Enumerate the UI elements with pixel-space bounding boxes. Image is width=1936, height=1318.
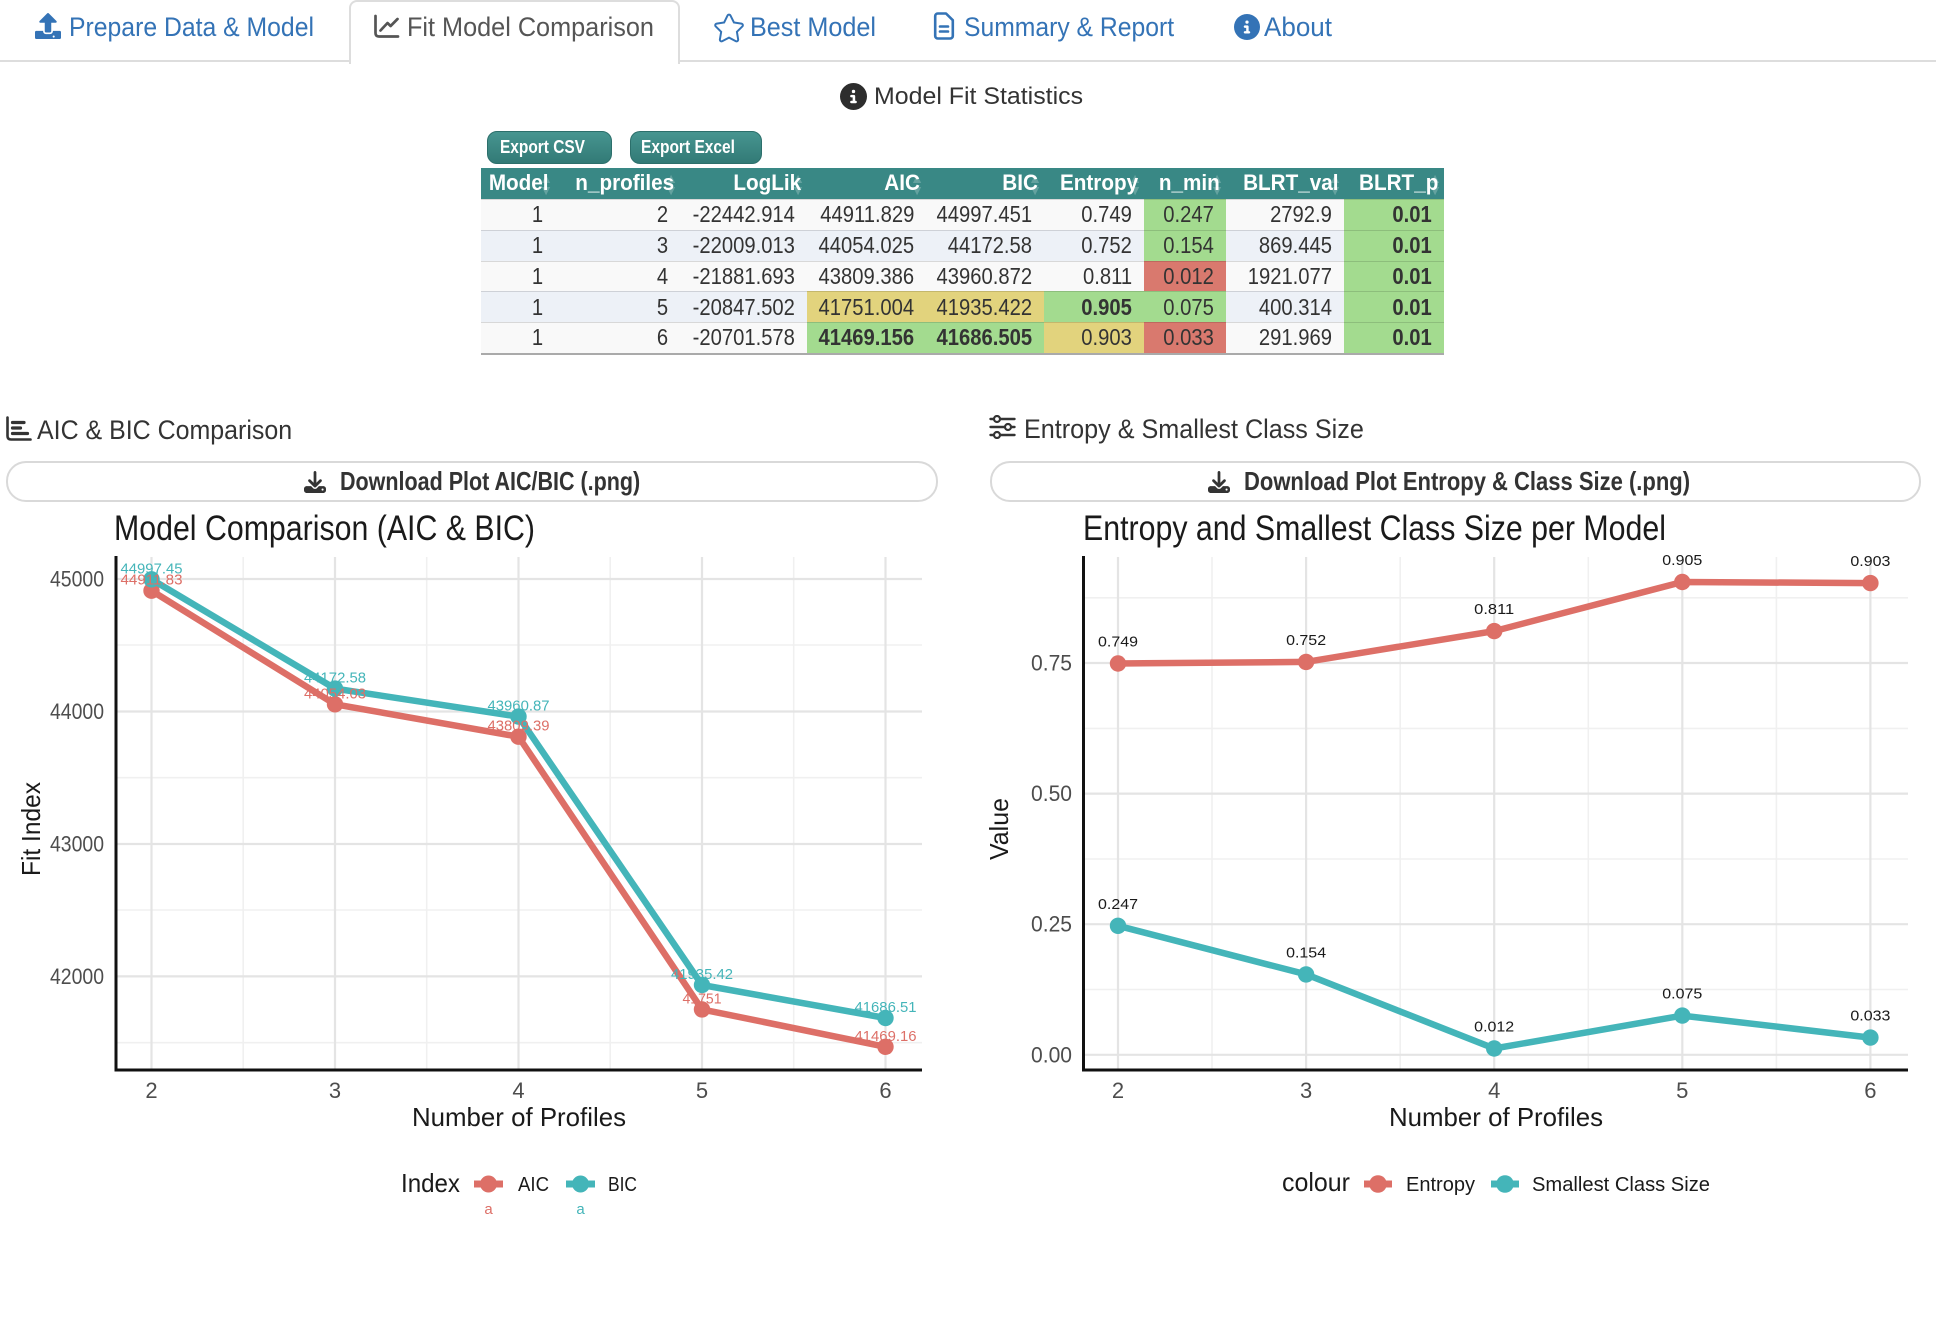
svg-text:Number of Profiles: Number of Profiles — [1389, 1102, 1603, 1132]
svg-text:2: 2 — [1112, 1078, 1124, 1103]
svg-text:Entropy and Smallest Class Siz: Entropy and Smallest Class Size per Mode… — [1083, 509, 1666, 548]
svg-text:3: 3 — [329, 1078, 341, 1103]
svg-text:5: 5 — [1676, 1078, 1688, 1103]
svg-text:44997.45: 44997.45 — [121, 561, 183, 577]
svg-text:0.905: 0.905 — [1662, 552, 1702, 569]
svg-text:colour: colour — [1282, 1167, 1350, 1197]
svg-text:43960.87: 43960.87 — [488, 699, 550, 715]
svg-text:0.749: 0.749 — [1098, 634, 1138, 651]
svg-text:44000: 44000 — [50, 699, 104, 724]
svg-text:41751: 41751 — [683, 991, 722, 1007]
svg-text:0.25: 0.25 — [1031, 912, 1072, 937]
svg-text:AIC: AIC — [518, 1174, 549, 1196]
svg-text:0.075: 0.075 — [1662, 986, 1702, 1003]
svg-text:43000: 43000 — [50, 832, 104, 857]
svg-text:43809.39: 43809.39 — [488, 719, 550, 735]
svg-text:Entropy: Entropy — [1406, 1174, 1475, 1196]
svg-text:Smallest Class Size: Smallest Class Size — [1532, 1174, 1710, 1196]
svg-text:0.903: 0.903 — [1850, 553, 1890, 570]
svg-text:a: a — [576, 1201, 585, 1218]
svg-text:44911.83: 44911.83 — [121, 573, 183, 589]
svg-text:0.75: 0.75 — [1031, 651, 1072, 676]
svg-text:41686.51: 41686.51 — [855, 1000, 917, 1016]
svg-text:Value: Value — [984, 798, 1014, 860]
svg-text:41935.42: 41935.42 — [671, 967, 733, 983]
svg-text:Number of Profiles: Number of Profiles — [412, 1102, 626, 1132]
svg-text:0.50: 0.50 — [1031, 781, 1072, 806]
svg-text:0.00: 0.00 — [1031, 1042, 1072, 1067]
svg-text:5: 5 — [696, 1078, 708, 1103]
svg-text:0.752: 0.752 — [1286, 632, 1326, 649]
svg-text:4: 4 — [1488, 1078, 1500, 1103]
svg-text:Fit Index: Fit Index — [16, 782, 46, 876]
svg-text:41469.16: 41469.16 — [855, 1029, 917, 1045]
svg-text:a: a — [484, 1201, 493, 1218]
svg-text:44054.03: 44054.03 — [304, 686, 366, 702]
svg-text:44172.58: 44172.58 — [304, 671, 366, 687]
svg-text:3: 3 — [1300, 1078, 1312, 1103]
svg-text:0.811: 0.811 — [1474, 601, 1514, 618]
svg-text:42000: 42000 — [50, 964, 104, 989]
svg-text:6: 6 — [1864, 1078, 1876, 1103]
svg-text:0.033: 0.033 — [1850, 1008, 1890, 1025]
svg-text:Model Comparison (AIC & BIC): Model Comparison (AIC & BIC) — [114, 509, 535, 548]
svg-text:4: 4 — [512, 1078, 524, 1103]
svg-text:2: 2 — [145, 1078, 157, 1103]
svg-text:Index: Index — [401, 1168, 460, 1198]
svg-text:0.154: 0.154 — [1286, 944, 1326, 961]
svg-text:0.012: 0.012 — [1474, 1019, 1514, 1036]
svg-text:0.247: 0.247 — [1098, 896, 1138, 913]
svg-text:6: 6 — [879, 1078, 891, 1103]
svg-text:45000: 45000 — [50, 567, 104, 592]
svg-text:BIC: BIC — [608, 1174, 637, 1196]
